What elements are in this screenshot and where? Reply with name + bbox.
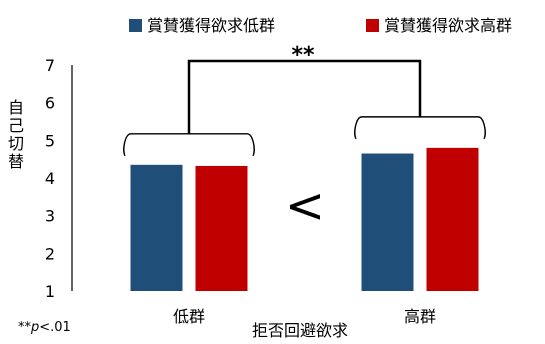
legend-swatch-high: [366, 19, 379, 32]
legend-label-low: 賞賛獲得欲求低群: [147, 16, 275, 35]
y-tick-label: 6: [45, 94, 55, 113]
x-tick-label-low: 低群: [173, 307, 205, 326]
y-axis-title-char: 自: [8, 98, 24, 117]
x-axis-title: 拒否回避欲求: [252, 321, 348, 340]
significance-bracket: [187, 59, 422, 134]
y-tick-label: 7: [45, 56, 55, 75]
significance-note-threshold: <.01: [39, 320, 71, 335]
y-tick-label: 1: [45, 282, 55, 301]
comparison-symbol: <: [285, 178, 325, 234]
legend: 賞賛獲得欲求低群 賞賛獲得欲求高群: [129, 16, 512, 35]
y-tick-label: 5: [45, 131, 55, 150]
significance-note-p: p: [30, 320, 39, 335]
y-tick-label: 3: [45, 207, 55, 226]
bar-high-0: [195, 165, 248, 291]
y-axis-title-char: 己: [8, 116, 24, 135]
significance-label: **: [291, 43, 315, 68]
group-bracket-1: [354, 116, 486, 140]
bar-high-1: [426, 147, 479, 291]
legend-swatch-low: [129, 19, 142, 32]
y-tick-label: 2: [45, 244, 55, 263]
bars-group: [130, 147, 479, 291]
significance-note: **p<.01: [18, 320, 71, 335]
group-bracket-0: [123, 133, 255, 157]
y-axis-title-char: 替: [8, 152, 24, 171]
legend-label-high: 賞賛獲得欲求高群: [384, 16, 512, 35]
group-brackets: [123, 116, 486, 157]
y-axis-title-char: 切: [8, 134, 24, 153]
x-tick-label-high: 高群: [404, 307, 436, 326]
bar-low-1: [361, 153, 414, 291]
y-axis-title: 自己切替: [8, 98, 24, 171]
y-axis-ticks: 1 2 3 4 5 6 7: [45, 56, 55, 301]
y-tick-label: 4: [45, 169, 55, 188]
significance-note-stars: **: [18, 320, 32, 335]
bar-low-0: [130, 164, 183, 291]
